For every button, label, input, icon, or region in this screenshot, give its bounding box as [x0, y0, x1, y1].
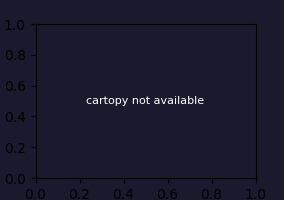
- Text: cartopy not available: cartopy not available: [87, 96, 204, 106]
